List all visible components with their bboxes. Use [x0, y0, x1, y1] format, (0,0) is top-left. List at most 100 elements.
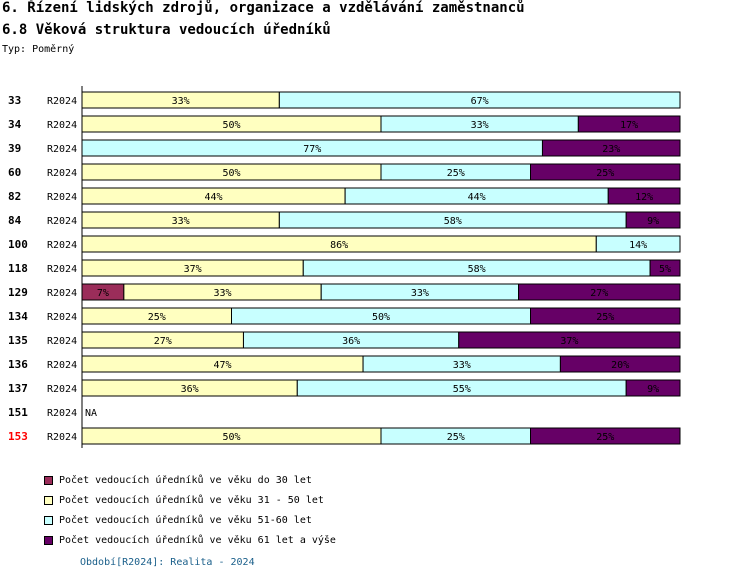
- legend-item-31-50: Počet vedoucích úředníků ve věku 31 - 50…: [44, 490, 336, 510]
- data-label: 33%: [172, 216, 190, 227]
- data-label: 67%: [471, 96, 489, 107]
- bar-segment: [541, 139, 681, 157]
- category-label: 118: [8, 262, 28, 275]
- data-label: 50%: [222, 168, 240, 179]
- data-label: 25%: [596, 312, 614, 323]
- na-label: NA: [85, 408, 97, 419]
- category-label: 153: [8, 430, 28, 443]
- legend-label-under-30: Počet vedoucích úředníků ve věku do 30 l…: [59, 474, 312, 486]
- legend-item-51-60: Počet vedoucích úředníků ve věku 51-60 l…: [44, 510, 336, 530]
- category-label: 33: [8, 94, 21, 107]
- category-label: 100: [8, 238, 28, 251]
- legend: Počet vedoucích úředníků ve věku do 30 l…: [44, 470, 336, 550]
- bar-segment: [530, 427, 681, 445]
- category-label: 134: [8, 310, 28, 323]
- period-label: R2024: [47, 168, 77, 179]
- category-label: 135: [8, 334, 28, 347]
- period-label: R2024: [47, 312, 77, 323]
- period-label: R2024: [47, 192, 77, 203]
- period-label: R2024: [47, 120, 77, 131]
- category-label: 60: [8, 166, 21, 179]
- period-label: R2024: [47, 360, 77, 371]
- data-label: 20%: [611, 360, 629, 371]
- category-label: 82: [8, 190, 21, 203]
- period-label: R2024: [47, 384, 77, 395]
- data-label: 27%: [590, 288, 608, 299]
- data-label: 77%: [303, 144, 321, 155]
- data-label: 25%: [447, 168, 465, 179]
- period-label: R2024: [47, 288, 77, 299]
- legend-label-51-60: Počet vedoucích úředníků ve věku 51-60 l…: [59, 514, 312, 526]
- legend-label-61-plus: Počet vedoucích úředníků ve věku 61 let …: [59, 534, 336, 546]
- data-label: 33%: [453, 360, 471, 371]
- category-label: 129: [8, 286, 28, 299]
- period-footer: Období[R2024]: Realita - 2024: [80, 557, 255, 568]
- category-label: 34: [8, 118, 22, 131]
- legend-swatch-31-50: [44, 495, 53, 505]
- data-label: 12%: [635, 192, 653, 203]
- bar-segment: [607, 187, 681, 205]
- category-label: 151: [8, 406, 28, 419]
- data-label: 86%: [330, 240, 348, 251]
- period-label: R2024: [47, 432, 77, 443]
- data-label: 17%: [620, 120, 638, 131]
- bar-segment: [649, 259, 681, 277]
- data-label: 37%: [184, 264, 202, 275]
- stacked-bar-chart: 33 R2024 33% 67% 34 R2024 50% 33% 17% 39 R2024 77% 2…: [8, 86, 681, 448]
- period-label: R2024: [47, 240, 77, 251]
- category-label: 136: [8, 358, 28, 371]
- period-label: R2024: [47, 264, 77, 275]
- data-label: 7%: [97, 288, 109, 299]
- chart-title: 6.8 Věková struktura vedoucích úředníků: [2, 22, 331, 38]
- data-label: 33%: [213, 288, 231, 299]
- period-label: R2024: [47, 408, 77, 419]
- period-label: R2024: [47, 216, 77, 227]
- data-label: 5%: [659, 264, 671, 275]
- category-label: 39: [8, 142, 21, 155]
- data-label: 33%: [172, 96, 190, 107]
- bar-segment: [625, 211, 681, 229]
- data-label: 58%: [444, 216, 462, 227]
- period-label: R2024: [47, 144, 77, 155]
- data-label: 44%: [205, 192, 223, 203]
- data-label: 36%: [342, 336, 360, 347]
- data-label: 58%: [468, 264, 486, 275]
- data-label: 9%: [647, 216, 659, 227]
- bar-segment: [559, 355, 681, 373]
- data-label: 33%: [471, 120, 489, 131]
- legend-item-61-plus: Počet vedoucích úředníků ve věku 61 let …: [44, 530, 336, 550]
- data-label: 9%: [647, 384, 659, 395]
- data-label: 50%: [372, 312, 390, 323]
- data-label: 55%: [453, 384, 471, 395]
- data-label: 37%: [560, 336, 578, 347]
- data-label: 25%: [596, 432, 614, 443]
- data-label: 27%: [154, 336, 172, 347]
- bar-segment: [518, 283, 681, 301]
- data-label: 25%: [596, 168, 614, 179]
- data-label: 50%: [222, 120, 240, 131]
- bar-segment: [458, 331, 681, 349]
- data-label: 47%: [213, 360, 231, 371]
- data-label: 50%: [222, 432, 240, 443]
- period-label: R2024: [47, 336, 77, 347]
- data-label: 36%: [181, 384, 199, 395]
- type-label: Typ: Poměrný: [2, 44, 75, 55]
- bar-segment: [278, 91, 681, 109]
- legend-swatch-61-plus: [44, 535, 53, 545]
- data-label: 25%: [447, 432, 465, 443]
- bar-segment: [530, 163, 681, 181]
- category-label: 137: [8, 382, 28, 395]
- category-label: 84: [8, 214, 22, 227]
- bar-segment: [530, 307, 681, 325]
- data-label: 14%: [629, 240, 647, 251]
- bar-segment: [595, 235, 681, 253]
- page-title: 6. Řízení lidských zdrojů, organizace a …: [2, 0, 525, 16]
- legend-label-31-50: Počet vedoucích úředníků ve věku 31 - 50…: [59, 494, 324, 506]
- legend-item-under-30: Počet vedoucích úředníků ve věku do 30 l…: [44, 470, 336, 490]
- period-label: R2024: [47, 96, 77, 107]
- data-label: 44%: [468, 192, 486, 203]
- data-label: 25%: [148, 312, 166, 323]
- legend-swatch-under-30: [44, 475, 53, 485]
- data-label: 23%: [602, 144, 620, 155]
- data-label: 33%: [411, 288, 429, 299]
